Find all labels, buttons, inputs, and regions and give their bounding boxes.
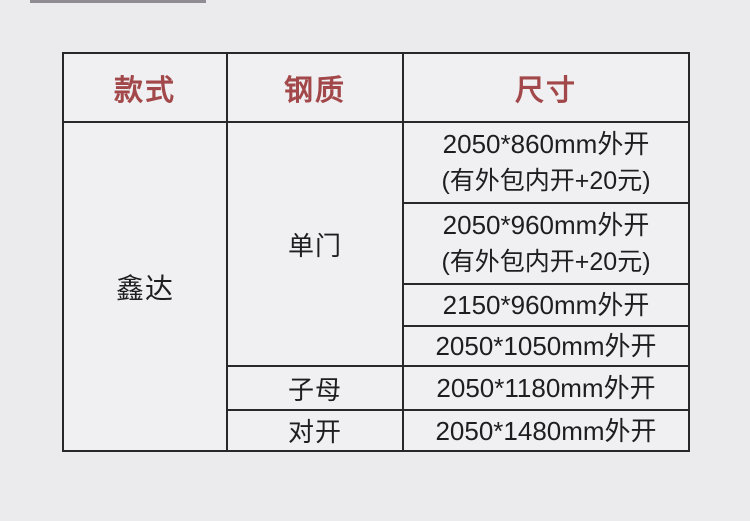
- cropped-element-edge: [30, 0, 206, 3]
- size-cell: 2150*960mm外开: [402, 283, 690, 327]
- header-row: 款式 钢质 尺寸: [62, 52, 690, 123]
- size-text: 2050*1050mm外开: [435, 331, 657, 361]
- table-row: 2050*1050mm外开: [63, 325, 690, 367]
- door-type-single: 单门: [226, 121, 404, 367]
- size-text: 2050*960mm外开: [442, 210, 650, 240]
- brand-cell: 鑫达: [62, 121, 228, 452]
- table-row: 子母 2050*1180mm外开: [63, 365, 690, 411]
- door-type-mother-child: 子母: [226, 365, 404, 411]
- spec-table: 款式 钢质 尺寸 鑫达 单门 2050*860mm外开 (有外包内开+20元) …: [62, 52, 690, 452]
- header-material: 钢质: [226, 52, 404, 123]
- size-cell: 2050*1050mm外开: [402, 325, 690, 367]
- size-note: (有外包内开+20元): [441, 167, 651, 195]
- size-cell: 2050*1180mm外开: [402, 365, 690, 411]
- size-cell: 2050*1480mm外开: [402, 409, 690, 452]
- table-row: 对开 2050*1480mm外开: [63, 409, 690, 452]
- size-text: 2050*1480mm外开: [435, 415, 657, 446]
- door-type-double: 对开: [226, 409, 404, 452]
- size-cell: 2050*860mm外开 (有外包内开+20元): [402, 121, 690, 204]
- table-row: 鑫达 单门 2050*860mm外开 (有外包内开+20元): [62, 121, 690, 452]
- table-row: 2150*960mm外开: [63, 283, 690, 327]
- size-text: 2150*960mm外开: [442, 290, 650, 320]
- size-text: 2050*1180mm外开: [436, 373, 656, 403]
- header-style: 款式: [62, 52, 228, 123]
- size-note: (有外包内开+20元): [441, 248, 651, 276]
- size-text: 2050*860mm外开: [442, 129, 650, 159]
- table-row: 2050*960mm外开 (有外包内开+20元): [63, 202, 690, 285]
- header-size: 尺寸: [402, 52, 690, 123]
- size-cell: 2050*960mm外开 (有外包内开+20元): [402, 202, 690, 285]
